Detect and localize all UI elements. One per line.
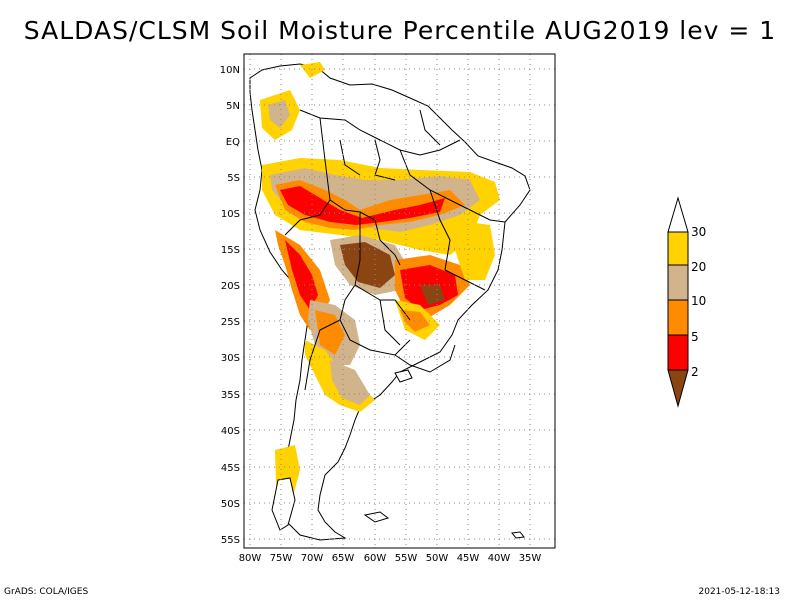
lon-tick-label: 40W <box>488 553 511 564</box>
lat-tick-label: 10N <box>220 65 240 76</box>
lat-tick-label: 15S <box>221 245 240 256</box>
colorbar-bin-lowest <box>667 369 689 408</box>
map-area <box>244 54 555 548</box>
lat-tick-label: 35S <box>221 390 240 401</box>
colorbar-bin-5 <box>667 299 689 336</box>
lon-tick-label: 50W <box>426 553 449 564</box>
footer-timestamp: 2021-05-12-18:13 <box>698 587 781 597</box>
lat-tick-label: 45S <box>221 463 240 474</box>
colorbar-label: 20 <box>691 260 706 274</box>
lat-tick-label: 20S <box>221 281 240 292</box>
lon-tick-label: 75W <box>270 553 293 564</box>
gridlines <box>244 54 555 548</box>
lat-tick-label: 5N <box>226 101 240 112</box>
colorbar-bin-30 <box>667 196 689 233</box>
lat-axis: 10N 5N EQ 5S 10S 15S 20S 25S 30S 35S 40S… <box>220 65 240 546</box>
lat-tick-label: 30S <box>221 353 240 364</box>
percentile-overlay <box>260 62 500 510</box>
colorbar-bin-10 <box>667 264 689 301</box>
lat-tick-label: 10S <box>221 209 240 220</box>
lat-tick-label: 40S <box>221 426 240 437</box>
colorbar-label: 30 <box>691 225 706 239</box>
colorbar-label: 5 <box>691 330 699 344</box>
lat-tick-label: 50S <box>221 499 240 510</box>
footer-credit: GrADS: COLA/IGES <box>4 587 89 597</box>
country-borders <box>284 109 506 391</box>
lon-tick-label: 55W <box>395 553 418 564</box>
lat-tick-label: 25S <box>221 317 240 328</box>
lat-tick-label: EQ <box>226 137 240 148</box>
colorbar-bin-2 <box>667 334 689 371</box>
lon-tick-label: 65W <box>332 553 355 564</box>
map-title: SALDAS/CLSM Soil Moisture Percentile AUG… <box>23 16 777 45</box>
chile-archipelago <box>271 477 296 531</box>
lon-tick-label: 60W <box>364 553 387 564</box>
colorbar-bin-20 <box>667 231 689 266</box>
falkland-islands <box>363 511 390 523</box>
colorbar-label: 10 <box>691 294 706 308</box>
colorbar: 30 20 10 5 2 <box>667 196 706 408</box>
plot-border <box>243 53 556 549</box>
south-georgia-island <box>511 531 525 539</box>
lon-tick-label: 45W <box>457 553 480 564</box>
lon-axis: 80W 75W 70W 65W 60W 55W 50W 45W 40W 35W <box>239 553 542 564</box>
lat-tick-label: 55S <box>221 535 240 546</box>
lon-tick-label: 80W <box>239 553 262 564</box>
lon-tick-label: 70W <box>301 553 324 564</box>
lake-outline <box>394 369 413 383</box>
lat-tick-label: 5S <box>227 173 240 184</box>
lon-tick-label: 35W <box>519 553 542 564</box>
colorbar-label: 2 <box>691 365 699 379</box>
